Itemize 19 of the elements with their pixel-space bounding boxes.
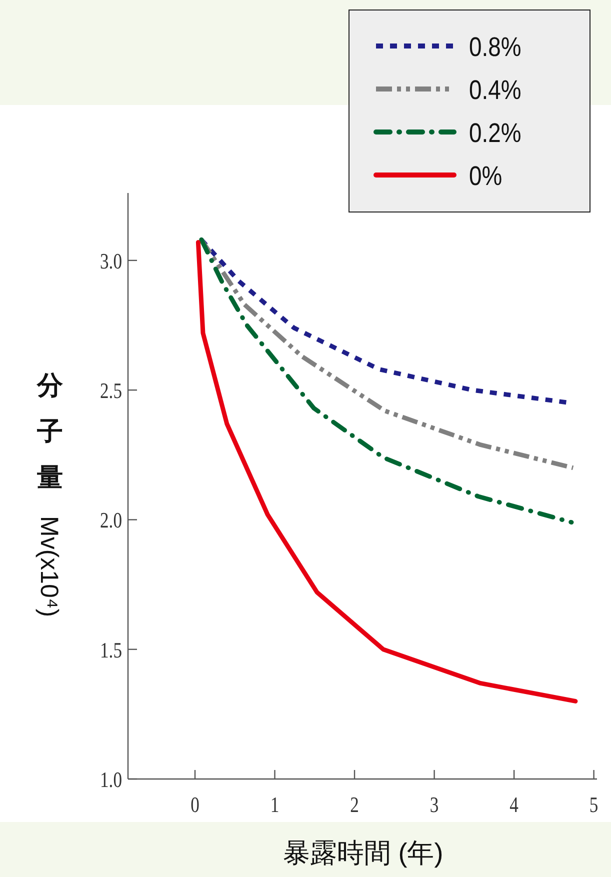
legend-label: 0.2% bbox=[469, 118, 522, 148]
x-tick-label: 1 bbox=[270, 793, 280, 818]
x-tick-label: 5 bbox=[589, 793, 598, 818]
y-tick-label: 1.0 bbox=[100, 768, 122, 793]
line-series bbox=[199, 237, 574, 525]
x-tick-label: 2 bbox=[350, 793, 359, 818]
legend-label: 0.8% bbox=[469, 32, 522, 62]
y-tick-label: 3.0 bbox=[100, 250, 122, 274]
x-tick-label: 4 bbox=[510, 793, 518, 818]
legend-label: 0.4% bbox=[469, 75, 522, 106]
line-series bbox=[196, 240, 578, 704]
legend-label: 0% bbox=[469, 161, 502, 192]
x-axis-title: 暴露時間 (年) bbox=[282, 838, 444, 868]
x-tick-label: 3 bbox=[430, 793, 439, 818]
y-axis-title: 分子量 Mv(x10⁴) bbox=[35, 370, 63, 618]
x-tick-label: 0 bbox=[190, 793, 200, 818]
y-tick-label: 2.0 bbox=[100, 508, 122, 534]
y-tick-label: 1.5 bbox=[100, 638, 122, 663]
y-tick-label: 2.5 bbox=[100, 379, 122, 404]
